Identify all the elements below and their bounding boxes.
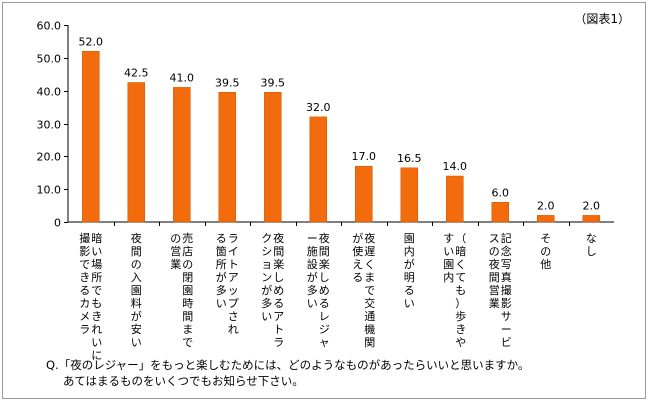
data-label: 2.0 [583, 199, 601, 212]
y-tick-label: 30.0 [37, 119, 62, 132]
data-label: 52.0 [79, 35, 104, 48]
data-label: 14.0 [443, 160, 468, 173]
category-label: すい園内 [443, 232, 454, 284]
bar [309, 116, 328, 223]
data-label: 6.0 [492, 186, 510, 199]
category-label: 夜間の入園料が安い [131, 231, 142, 349]
category-label: ー施設が多い [307, 232, 318, 310]
bar [127, 82, 146, 223]
bar [537, 215, 555, 223]
category-label: 暗い場所でもきれいに [91, 231, 102, 362]
y-tick-label: 50.0 [37, 53, 62, 66]
bar [264, 92, 282, 223]
y-tick-label: 20.0 [37, 151, 62, 164]
data-label: 42.5 [124, 67, 149, 80]
bar [446, 175, 464, 223]
y-tick-label: 0 [54, 217, 61, 230]
category-label: が使える [352, 231, 363, 284]
category-label: クションが多い [261, 232, 272, 323]
category-label: スの夜間営業 [489, 232, 500, 310]
bar [491, 202, 510, 223]
category-label: ライトアップされ [228, 232, 239, 336]
category-label: る箇所が多い [216, 232, 227, 310]
category-label: 記念写真撮影サービ [501, 231, 512, 349]
category-label: 売店の閉園時間まで [182, 232, 193, 349]
data-label: 2.0 [537, 199, 555, 212]
y-tick-label: 10.0 [37, 184, 62, 197]
bar [218, 92, 237, 223]
data-label: 39.5 [215, 76, 240, 89]
category-label: （暗くても）歩きや [455, 232, 466, 349]
category-label: 園内が明るい [404, 232, 415, 310]
bar [400, 167, 419, 223]
category-label: の営業 [170, 232, 181, 271]
bar-series: 52.0 42.5 41.0 39.5 39.5 32.0 17.0 16.5 14.0 6.0 2… [79, 35, 601, 223]
bar [82, 51, 100, 223]
data-label: 17.0 [352, 150, 377, 163]
category-label: 夜間楽しめるアトラ [273, 231, 284, 349]
question-line-1: Q.「夜のレジャー」をもっと楽しむためには、どのようなものがあったらいいと思いま… [46, 358, 530, 372]
bar [355, 165, 373, 223]
figure-label: （図表1） [574, 12, 630, 26]
category-label: 夜間楽しめるレジャ [319, 231, 330, 349]
data-label: 32.0 [306, 101, 331, 114]
bar [582, 215, 601, 223]
category-label: その他 [540, 232, 551, 271]
category-label: 夜遅くまで交通機関 [364, 231, 375, 349]
survey-question: Q.「夜のレジャー」をもっと楽しむためには、どのようなものがあったらいいと思いま… [46, 357, 529, 389]
question-line-2: あてはまるものをいくつでもお知らせ下さい。 [63, 374, 304, 388]
data-label: 39.5 [261, 76, 286, 89]
y-tick-label: 40.0 [37, 86, 62, 99]
category-label: なし [586, 232, 597, 258]
data-label: 41.0 [170, 71, 195, 84]
bar [173, 87, 191, 223]
category-label: 撮影できるカメラ [79, 231, 90, 336]
data-label: 16.5 [397, 152, 422, 165]
y-tick-label: 60.0 [37, 20, 62, 33]
chart-axes: 0 10.0 20.0 30.0 40.0 50.0 60.0 [37, 20, 614, 230]
